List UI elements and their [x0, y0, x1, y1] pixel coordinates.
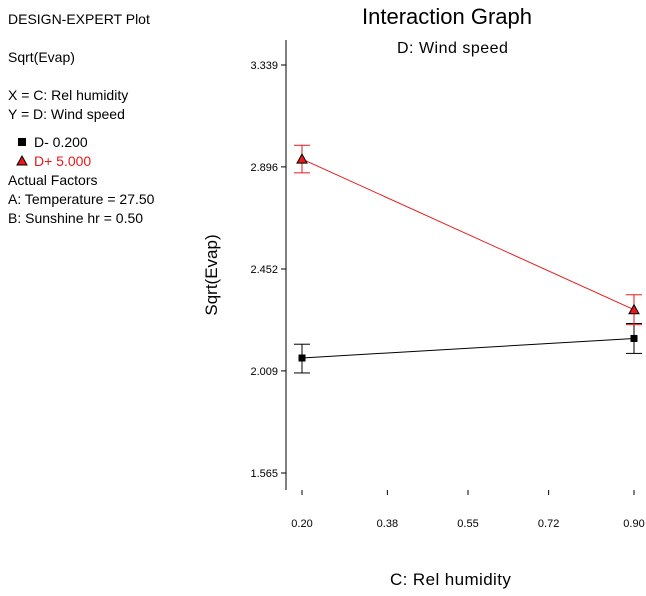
x-tick-label: 0.55: [457, 518, 478, 530]
data-point-triangle: [296, 153, 308, 164]
y-tick-label: 3.339: [250, 60, 278, 72]
legend-item-low: D- 0.200: [8, 133, 154, 152]
series-line: [301, 337, 635, 359]
series-low: [294, 323, 642, 374]
x-tick-label: 0.90: [623, 518, 644, 530]
x-factor-label: X = C: Rel humidity: [8, 87, 129, 103]
info-panel: DESIGN-EXPERT Plot Sqrt(Evap) X = C: Rel…: [8, 10, 154, 228]
factor-temperature: A: Temperature = 27.50: [8, 191, 155, 207]
data-point-square: [298, 354, 306, 362]
y-factor-label: Y = D: Wind speed: [8, 106, 125, 122]
legend-item-high: D+ 5.000: [8, 152, 154, 171]
y-tick-label: 2.009: [250, 366, 278, 378]
y-tick-label: 1.565: [250, 468, 278, 480]
x-tick-label: 0.72: [538, 518, 559, 530]
data-point-square: [630, 334, 638, 342]
legend-label-low: D- 0.200: [34, 134, 88, 150]
y-tick-label: 2.896: [250, 162, 278, 174]
square-marker-icon: [14, 133, 30, 152]
y-tick-label: 2.452: [250, 264, 278, 276]
plot-type-label: DESIGN-EXPERT Plot: [8, 11, 150, 27]
chart-subtitle: D: Wind speed: [397, 40, 509, 57]
legend-label-high: D+ 5.000: [34, 153, 92, 169]
series-line: [301, 158, 635, 311]
triangle-marker-icon: [14, 152, 30, 171]
actual-factors-title: Actual Factors: [8, 172, 98, 188]
chart-title: Interaction Graph: [362, 4, 532, 29]
x-tick-label: 0.38: [377, 518, 398, 530]
x-axis-label: C: Rel humidity: [390, 570, 512, 589]
ticks: 3.339 2.896 2.452 2.009 1.565 0.20 0.38 0.55 0.7…: [250, 60, 644, 530]
response-label: Sqrt(Evap): [8, 49, 75, 65]
series-layer: [294, 144, 642, 374]
factor-sunshine: B: Sunshine hr = 0.50: [8, 210, 144, 226]
x-tick-label: 0.20: [291, 518, 312, 530]
data-point-triangle: [628, 303, 640, 315]
series-high: [294, 144, 642, 326]
